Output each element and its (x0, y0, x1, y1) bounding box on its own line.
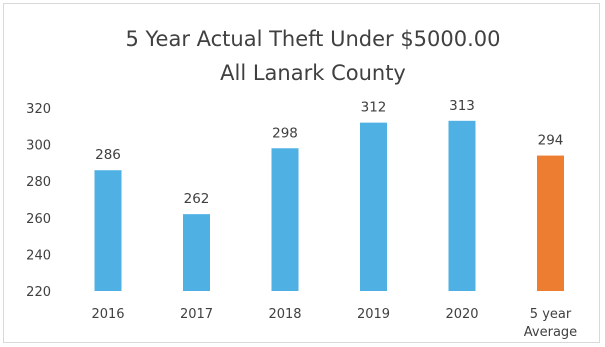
data-label: 262 (184, 191, 210, 207)
bar (448, 120, 476, 291)
chart-title: 5 Year Actual Theft Under $5000.00 (125, 27, 500, 51)
data-label: 312 (361, 100, 387, 116)
bars (94, 120, 564, 291)
data-label: 298 (272, 125, 298, 141)
x-tick-label: 2016 (91, 307, 124, 322)
x-tick-label: 2019 (357, 307, 390, 322)
y-tick-label: 280 (26, 175, 51, 190)
data-labels: 286 262 298 312 313 294 (95, 98, 563, 207)
x-tick-label: 2018 (268, 307, 301, 322)
x-tick-label: 5 year (530, 307, 572, 322)
data-label: 294 (538, 133, 564, 149)
bar (94, 170, 122, 291)
y-tick-label: 220 (26, 285, 51, 300)
bar (360, 122, 387, 291)
y-tick-label: 240 (26, 248, 51, 263)
y-tick-label: 320 (26, 102, 51, 117)
bar (537, 155, 564, 291)
y-axis: 220 240 260 280 300 320 (26, 102, 51, 300)
x-tick-label: Average (524, 325, 577, 340)
chart-subtitle: All Lanark County (220, 61, 406, 85)
y-tick-label: 260 (26, 212, 51, 227)
data-label: 286 (95, 147, 121, 163)
bar (183, 214, 210, 291)
y-tick-label: 300 (26, 139, 51, 154)
x-tick-label: 2020 (445, 307, 478, 322)
data-label: 313 (449, 98, 475, 114)
x-tick-label: 2017 (180, 307, 213, 322)
x-axis: 2016 2017 2018 2019 2020 5 year Average (91, 307, 577, 340)
bar (271, 148, 299, 291)
